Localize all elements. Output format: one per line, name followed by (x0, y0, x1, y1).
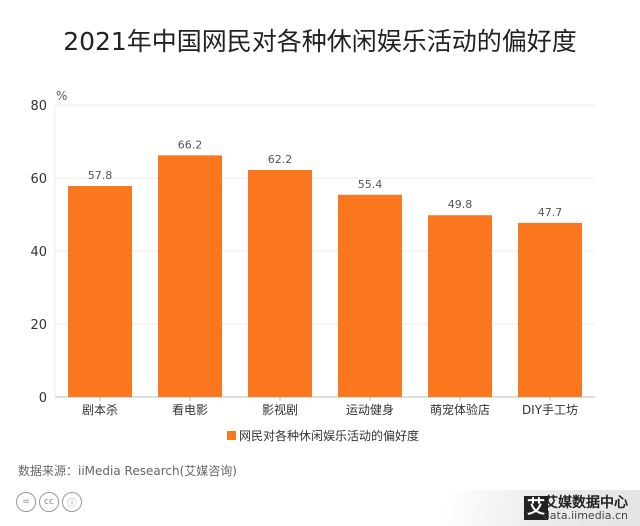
bar (338, 194, 402, 397)
y-tick-label: 0 (39, 391, 47, 406)
bar (158, 155, 222, 397)
cc-icon: cc (39, 492, 59, 512)
data-label: 47.7 (538, 206, 563, 219)
x-tick-label: 萌宠体验店 (430, 402, 490, 417)
data-label: 66.2 (178, 138, 203, 151)
legend-label: 网民对各种休闲娱乐活动的偏好度 (239, 428, 419, 443)
data-label: 55.4 (358, 178, 383, 191)
license-icons: = cc ⓘ (16, 492, 82, 512)
bar-chart: 0 20 40 60 80% 57.8 剧本杀 66.2 看电影 62.2 影视剧 55.4 运动健身 4… (30, 89, 595, 443)
x-tick-label: 影视剧 (262, 402, 298, 417)
y-tick-label: 60 (30, 172, 47, 187)
y-tick-label: 80 (30, 99, 47, 114)
data-label: 62.2 (268, 153, 293, 166)
y-tick-label: 20 (30, 318, 47, 333)
chart-title: 2021年中国网民对各种休闲娱乐活动的偏好度 (63, 27, 577, 56)
y-axis-unit: % (56, 89, 67, 103)
data-label: 49.8 (448, 198, 473, 211)
x-tick-label: DIY手工坊 (522, 402, 578, 417)
brand-watermark: 艾 艾媒数据中心 data.iimedia.cn (380, 490, 640, 526)
legend-swatch (227, 431, 236, 440)
source-note: 数据来源：iiMedia Research(艾媒咨询) (18, 464, 237, 478)
bar (518, 222, 582, 397)
data-label: 57.8 (88, 169, 113, 182)
brand-logo: 艾 (524, 496, 548, 520)
bar (68, 186, 132, 397)
equal-icon: = (16, 492, 36, 512)
x-tick-label: 运动健身 (346, 402, 394, 417)
y-tick-label: 40 (30, 245, 47, 260)
x-tick-label: 剧本杀 (82, 402, 118, 417)
bar (428, 215, 492, 397)
brand-url: data.iimedia.cn (542, 509, 628, 522)
brand-name: 艾媒数据中心 (544, 495, 628, 511)
bar (248, 169, 312, 397)
attribution-icon: ⓘ (62, 492, 82, 512)
x-tick-label: 看电影 (172, 403, 208, 417)
